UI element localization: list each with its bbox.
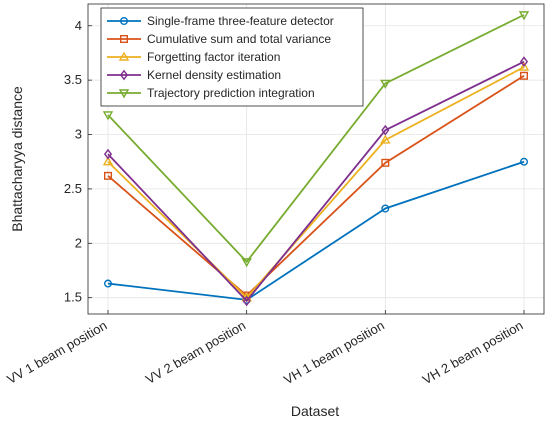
- series-1: [103, 157, 529, 304]
- series-4: [103, 56, 529, 307]
- data-point: [520, 157, 529, 166]
- data-point: [242, 295, 251, 307]
- legend-label: Single-frame three-feature detector: [147, 14, 334, 28]
- series-2: [103, 71, 529, 300]
- data-point: [102, 156, 114, 166]
- series-5: [102, 11, 530, 268]
- legend-item: Forgetting factor iteration: [107, 50, 280, 64]
- x-tick-label: VV 2 beam position: [143, 318, 248, 387]
- x-axis-label: Dataset: [291, 403, 339, 419]
- legend-item: Kernel density estimation: [107, 68, 281, 82]
- data-point: [103, 171, 112, 180]
- data-point: [102, 111, 114, 121]
- data-point: [519, 56, 529, 68]
- series-line: [107, 160, 525, 301]
- data-point: [241, 258, 252, 268]
- data-point: [103, 279, 112, 288]
- x-axis: VV 1 beam position VV 2 beam position VH 1…: [4, 310, 526, 388]
- y-tick-label: 3.5: [64, 72, 82, 87]
- legend-marker: [118, 51, 130, 61]
- legend-item: Cumulative sum and total variance: [107, 32, 331, 46]
- y-tick-label: 3: [75, 127, 82, 142]
- series-line: [107, 60, 525, 303]
- legend-marker: [119, 17, 128, 26]
- legend-item: Single-frame three-feature detector: [107, 14, 334, 28]
- data-point: [518, 61, 530, 71]
- y-tick-label: 1.5: [64, 290, 82, 305]
- y-tick-label: 2: [75, 235, 82, 250]
- data-point: [381, 124, 390, 136]
- legend-label: Forgetting factor iteration: [147, 50, 280, 64]
- legend: Single-frame three-feature detector Cumul…: [100, 7, 364, 107]
- plot-area: [87, 3, 545, 315]
- series-line: [107, 14, 525, 264]
- legend-item: Trajectory prediction integration: [107, 86, 315, 100]
- legend-label: Trajectory prediction integration: [147, 86, 315, 100]
- data-point: [380, 79, 391, 89]
- data-point: [520, 71, 529, 80]
- x-tick-label: VH 2 beam position: [420, 318, 526, 388]
- legend-box: [100, 7, 364, 107]
- y-axis: 1.5 2 2.5 3 3.5 4: [64, 18, 92, 305]
- data-point: [380, 134, 391, 144]
- data-point: [103, 148, 113, 160]
- legend-label: Cumulative sum and total variance: [147, 32, 331, 46]
- data-point: [381, 204, 390, 213]
- series-line: [107, 66, 525, 299]
- series-layer: [102, 11, 530, 307]
- legend-marker: [118, 89, 130, 99]
- legend-marker: [119, 35, 128, 44]
- x-tick-label: VV 1 beam position: [4, 318, 109, 387]
- data-point: [518, 11, 530, 21]
- x-tick-label: VH 1 beam position: [281, 318, 387, 388]
- legend-marker: [119, 69, 129, 81]
- series-line: [107, 75, 525, 297]
- y-tick-label: 2.5: [64, 181, 82, 196]
- y-axis-label: Bhattacharyya distance: [9, 86, 25, 232]
- data-point: [381, 158, 390, 167]
- y-tick-label: 4: [75, 18, 82, 33]
- legend-label: Kernel density estimation: [147, 68, 281, 82]
